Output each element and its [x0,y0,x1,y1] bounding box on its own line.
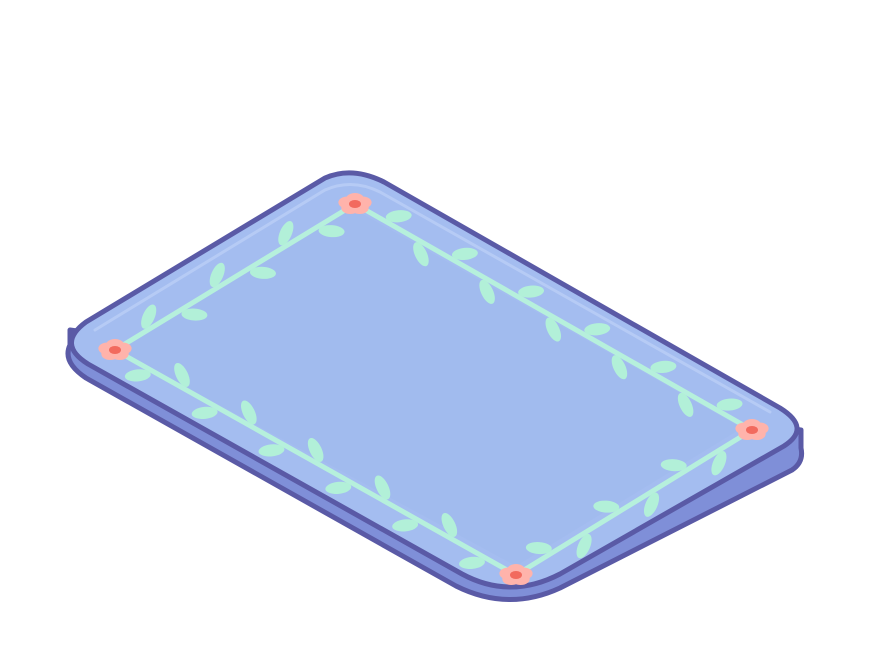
leaf-icon [525,542,552,555]
leaf-pattern [124,210,743,570]
leaf-icon [459,556,485,570]
leaf-icon [250,266,276,279]
leaf-icon [650,360,677,374]
flower-corners [98,193,769,586]
leaf-icon [660,459,687,472]
vine-line [352,201,755,433]
flower-icon [338,193,372,215]
leaf-icon [611,355,628,380]
flower-icon [98,339,132,361]
leaf-icon [325,481,352,495]
vine-line [513,427,755,578]
leaf-icon [307,437,324,462]
leaf-icon [278,221,294,246]
leaf-icon [545,317,562,342]
leaf-icon [191,406,218,420]
leaf-icon [318,225,345,238]
rug-top-surface[interactable] [69,170,800,590]
leaf-icon [711,451,727,476]
leaf-icon [174,362,190,387]
leaf-icon [124,369,151,382]
leaf-icon [181,308,208,321]
leaf-icon [576,533,592,559]
leaf-icon [716,398,743,411]
flower-icon [735,419,769,441]
leaf-icon [643,492,660,517]
leaf-icon [479,279,495,304]
leaf-icon [413,242,429,267]
rug-edge-highlight [93,183,772,414]
leaf-icon [258,444,285,457]
leaf-icon [385,210,412,223]
rug-inner-field [118,208,742,566]
leaf-icon [374,475,391,500]
vine-line [112,347,519,578]
leaf-icon [241,400,257,425]
leaf-icon [209,262,225,288]
leaf-icon [392,519,419,532]
leaf-icon [593,500,620,513]
flower-icon [499,564,533,586]
leaf-icon [451,247,478,261]
leaf-icon [584,323,611,336]
vine-line [112,201,358,353]
leaf-icon [441,512,458,537]
leaf-icon [141,304,157,329]
vine-border [112,201,755,578]
leaf-icon [518,285,545,298]
leaf-icon [677,392,694,417]
